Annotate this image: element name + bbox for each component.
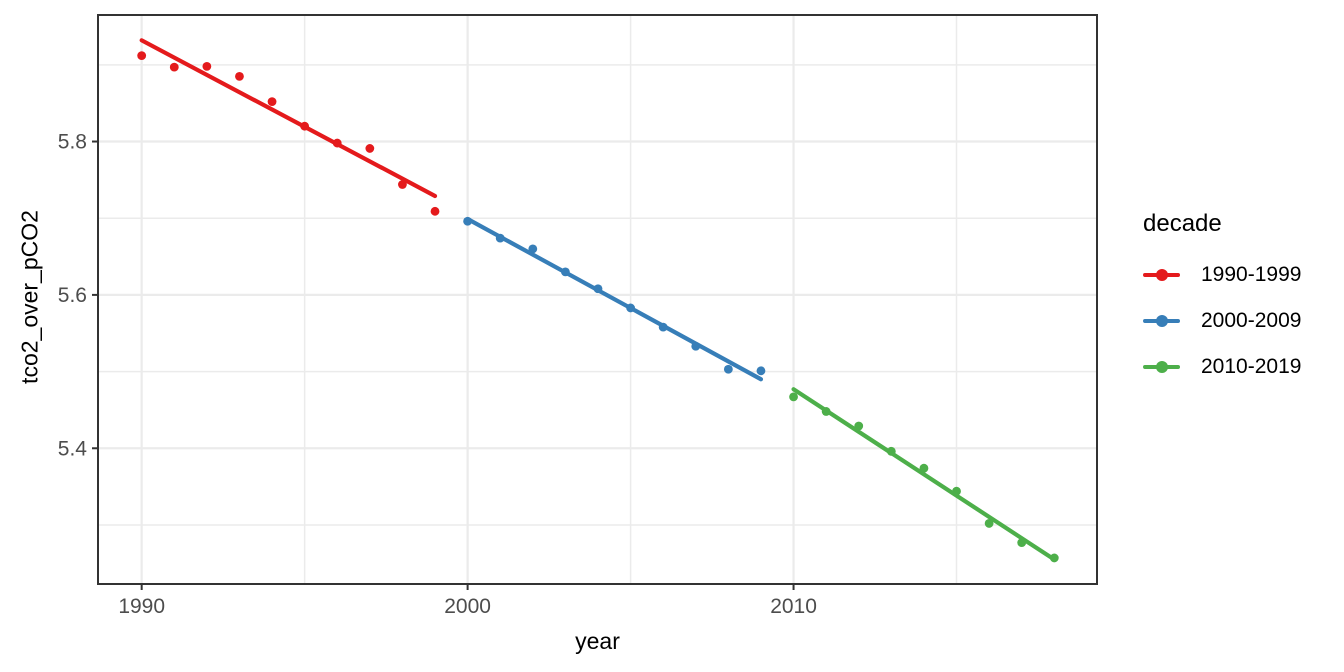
data-point xyxy=(235,71,244,81)
panel-border xyxy=(97,14,1098,585)
legend-label: 2000-2009 xyxy=(1201,309,1302,332)
data-point xyxy=(169,62,179,72)
legend-title: decade xyxy=(1143,210,1222,237)
legend-key-line-dot-icon xyxy=(1143,356,1180,378)
data-point xyxy=(137,51,147,61)
x-tick-label: 2010 xyxy=(770,595,817,618)
data-point xyxy=(267,97,277,107)
data-point xyxy=(756,366,766,376)
legend-entry-2010-2019: 2010-2019 xyxy=(1143,344,1301,390)
gridlines xyxy=(98,15,1097,584)
y-axis-title: tco2_over_pCO2 xyxy=(16,210,43,384)
axes: 1990 2000 2010 5.4 5.6 5.8 xyxy=(58,131,817,618)
legend-label: 2010-2019 xyxy=(1201,355,1302,378)
legend-label: 1990-1999 xyxy=(1201,263,1302,286)
legend-key-dot xyxy=(1155,315,1168,327)
legend-entries: 1990-1999 2000-2009 2010-2019 xyxy=(1143,252,1301,390)
series-2010-2019 xyxy=(789,387,1059,563)
trend-line xyxy=(791,387,1057,562)
legend-key-line-dot-icon xyxy=(1143,264,1180,286)
trend-line xyxy=(139,38,438,199)
data-point xyxy=(365,144,375,153)
x-tick-label: 1990 xyxy=(118,595,165,618)
data-point xyxy=(723,364,733,374)
data-point xyxy=(430,206,440,216)
y-tick-label: 5.8 xyxy=(58,131,87,154)
x-tick-label: 2000 xyxy=(444,595,491,618)
trend-line xyxy=(465,216,764,382)
legend-key-dot xyxy=(1155,361,1168,373)
panel-background xyxy=(98,15,1097,584)
y-tick-label: 5.4 xyxy=(58,437,88,460)
y-tick-label: 5.6 xyxy=(58,284,87,307)
data-point xyxy=(202,61,212,71)
legend-key-line-dot-icon xyxy=(1143,310,1180,332)
series-1990-1999 xyxy=(137,38,440,216)
data-point xyxy=(984,519,994,528)
data-point xyxy=(789,392,798,402)
x-axis-title: year xyxy=(575,628,620,654)
series-2000-2009 xyxy=(463,216,766,382)
legend: decade 1990-1999 2000-2009 xyxy=(1143,210,1301,390)
legend-entry-2000-2009: 2000-2009 xyxy=(1143,298,1301,344)
legend-entry-1990-1999: 1990-1999 xyxy=(1143,252,1301,298)
legend-key-dot xyxy=(1155,269,1168,281)
data-point xyxy=(398,180,407,189)
